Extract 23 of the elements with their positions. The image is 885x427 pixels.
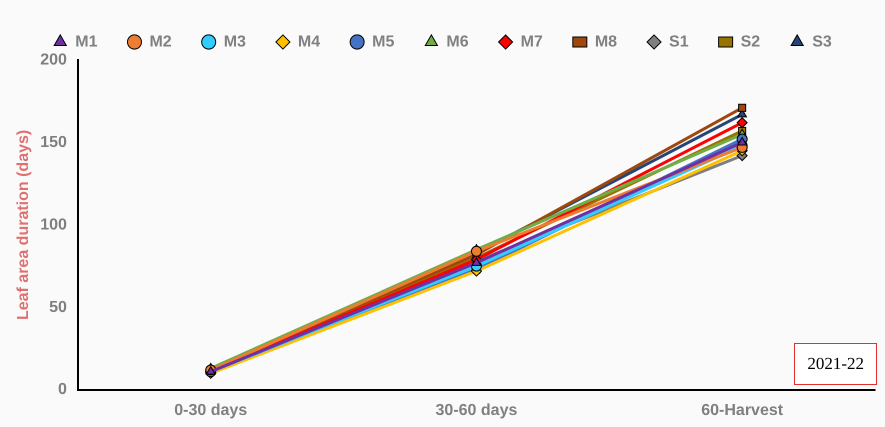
x-tick-label: 0-30 days	[174, 402, 248, 419]
legend-label: M5	[372, 33, 394, 50]
legend-label: M1	[75, 33, 98, 50]
y-tick-label: 50	[49, 298, 67, 316]
legend-label: M6	[446, 33, 469, 50]
legend-label: S3	[812, 33, 832, 50]
x-tick-label: 60-Harvest	[701, 402, 784, 419]
point	[737, 136, 747, 146]
legend-label: S2	[740, 33, 760, 50]
x-tick-label: 30-60 days	[436, 402, 518, 419]
y-tick-label: 150	[40, 134, 67, 151]
legend-label: M4	[298, 33, 320, 50]
legend-label: S1	[669, 33, 689, 50]
annotation: 2021-22	[794, 343, 877, 385]
legend-label: M3	[224, 33, 246, 50]
y-tick-label: 200	[40, 51, 67, 68]
legend-label: M7	[520, 33, 543, 50]
legend-label: M8	[594, 33, 618, 50]
y-tick-label: 0	[58, 381, 67, 398]
point	[736, 117, 748, 128]
y-tick-label: 100	[40, 216, 67, 234]
legend-label: M2	[149, 33, 172, 50]
y-axis-title: Leaf area duration (days)	[15, 130, 32, 320]
